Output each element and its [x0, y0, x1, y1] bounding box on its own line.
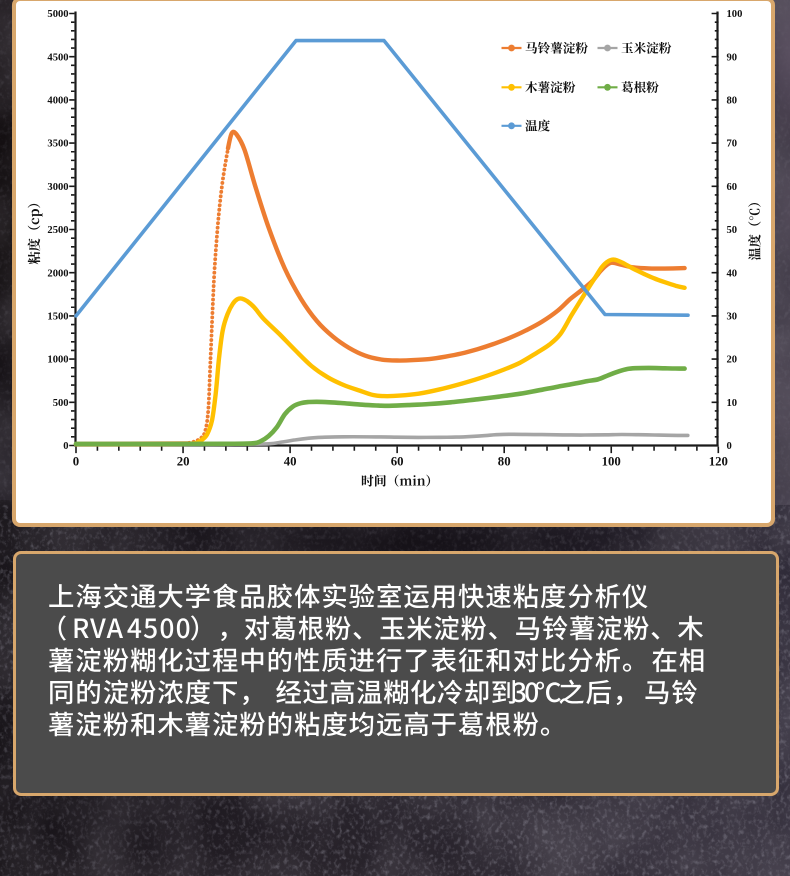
- svg-text:0: 0: [727, 441, 732, 452]
- svg-text:20: 20: [727, 355, 738, 366]
- svg-text:0: 0: [63, 441, 68, 452]
- svg-text:40: 40: [284, 454, 297, 468]
- svg-text:500: 500: [53, 398, 69, 409]
- svg-text:80: 80: [727, 96, 738, 107]
- svg-text:100: 100: [727, 9, 743, 20]
- svg-text:1500: 1500: [47, 312, 68, 323]
- svg-text:70: 70: [727, 139, 738, 150]
- svg-text:90: 90: [727, 52, 738, 63]
- svg-text:1000: 1000: [47, 355, 68, 366]
- svg-text:2500: 2500: [47, 225, 68, 236]
- svg-text:3500: 3500: [47, 139, 68, 150]
- svg-text:5000: 5000: [47, 9, 68, 20]
- svg-text:10: 10: [727, 398, 738, 409]
- svg-text:20: 20: [177, 454, 190, 468]
- svg-text:120: 120: [709, 454, 728, 468]
- svg-text:60: 60: [727, 182, 738, 193]
- svg-text:4000: 4000: [47, 96, 68, 107]
- svg-text:30: 30: [727, 312, 738, 323]
- svg-text:0: 0: [73, 454, 79, 468]
- svg-text:60: 60: [391, 454, 404, 468]
- svg-text:100: 100: [602, 454, 621, 468]
- svg-text:40: 40: [727, 268, 738, 279]
- svg-text:3000: 3000: [47, 182, 68, 193]
- svg-text:4500: 4500: [47, 52, 68, 63]
- svg-text:50: 50: [727, 225, 738, 236]
- svg-text:80: 80: [498, 454, 511, 468]
- svg-text:2000: 2000: [47, 268, 68, 279]
